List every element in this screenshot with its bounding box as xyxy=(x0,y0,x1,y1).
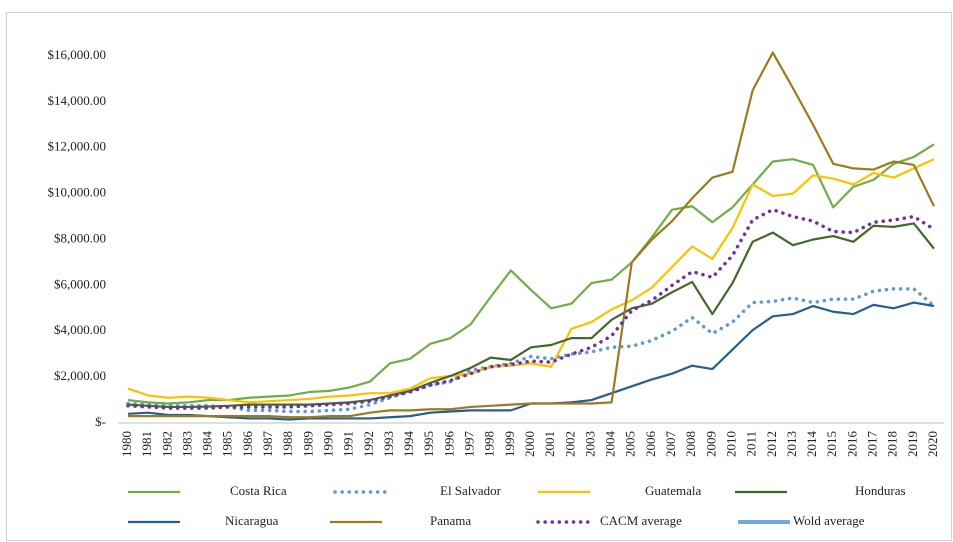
y-tick-label: $12,000.00 xyxy=(48,139,107,154)
x-tick-label: 1985 xyxy=(220,431,235,457)
legend-label: Honduras xyxy=(855,483,906,498)
series-line xyxy=(127,158,935,404)
legend-label: Nicaragua xyxy=(225,513,279,528)
x-tick-label: 1980 xyxy=(119,431,134,457)
x-tick-label: 2015 xyxy=(824,431,839,457)
x-tick-label: 2020 xyxy=(925,431,940,457)
x-tick-label: 1995 xyxy=(421,431,436,457)
x-tick-label: 1981 xyxy=(139,431,154,457)
x-tick-label: 1997 xyxy=(462,431,477,458)
x-tick-label: 1989 xyxy=(300,431,315,457)
y-tick-label: $6,000.00 xyxy=(54,276,106,291)
y-tick-label: $2,000.00 xyxy=(54,368,106,383)
x-tick-label: 1998 xyxy=(482,431,497,457)
y-tick-label: $10,000.00 xyxy=(48,185,107,200)
x-tick-label: 2006 xyxy=(643,431,658,458)
x-tick-label: 1991 xyxy=(341,431,356,457)
legend-label: Panama xyxy=(430,513,471,528)
legend-label: Wold average xyxy=(793,513,865,528)
x-tick-label: 2017 xyxy=(865,431,880,458)
x-tick-label: 2007 xyxy=(663,431,678,458)
x-tick-label: 2012 xyxy=(764,431,779,457)
x-tick-label: 2016 xyxy=(844,431,859,458)
x-tick-label: 2010 xyxy=(723,431,738,457)
x-tick-label: 2013 xyxy=(784,431,799,457)
legend-label: Guatemala xyxy=(645,483,702,498)
x-tick-label: 1990 xyxy=(320,431,335,457)
x-tick-label: 1999 xyxy=(502,431,517,457)
series-line xyxy=(128,51,935,419)
x-tick-label: 1983 xyxy=(179,431,194,457)
legend-label: Costa Rica xyxy=(230,483,287,498)
series-line xyxy=(126,287,936,414)
x-tick-label: 2008 xyxy=(683,431,698,457)
legend-label: El Salvador xyxy=(440,483,502,498)
x-tick-label: 2018 xyxy=(885,431,900,457)
x-tick-label: 2003 xyxy=(582,431,597,457)
x-tick-label: 2011 xyxy=(744,431,759,457)
x-tick-label: 1987 xyxy=(260,431,275,458)
y-tick-label: $16,000.00 xyxy=(48,47,107,62)
y-tick-label: $4,000.00 xyxy=(54,322,106,337)
x-tick-label: 1988 xyxy=(280,431,295,457)
series-line xyxy=(126,207,936,410)
x-tick-label: 2001 xyxy=(542,431,557,457)
legend-label: CACM average xyxy=(600,513,682,528)
x-tick-label: 1996 xyxy=(441,431,456,458)
series-line xyxy=(127,222,935,409)
x-tick-label: 2004 xyxy=(603,431,618,458)
x-tick-label: 1993 xyxy=(381,431,396,457)
x-tick-label: 1982 xyxy=(159,431,174,457)
x-tick-label: 1992 xyxy=(361,431,376,457)
x-tick-label: 2002 xyxy=(562,431,577,457)
y-tick-label: $14,000.00 xyxy=(48,93,107,108)
x-tick-label: 1994 xyxy=(401,431,416,458)
x-tick-label: 2000 xyxy=(522,431,537,457)
y-tick-label: $- xyxy=(95,414,106,429)
x-tick-label: 2019 xyxy=(905,431,920,457)
chart-frame xyxy=(6,12,952,541)
series-line xyxy=(127,143,935,405)
x-tick-label: 2005 xyxy=(623,431,638,457)
x-tick-label: 2014 xyxy=(804,431,819,458)
x-tick-label: 1986 xyxy=(240,431,255,458)
x-tick-label: 1984 xyxy=(200,431,215,458)
y-tick-label: $8,000.00 xyxy=(54,230,106,245)
x-tick-label: 2009 xyxy=(703,431,718,457)
